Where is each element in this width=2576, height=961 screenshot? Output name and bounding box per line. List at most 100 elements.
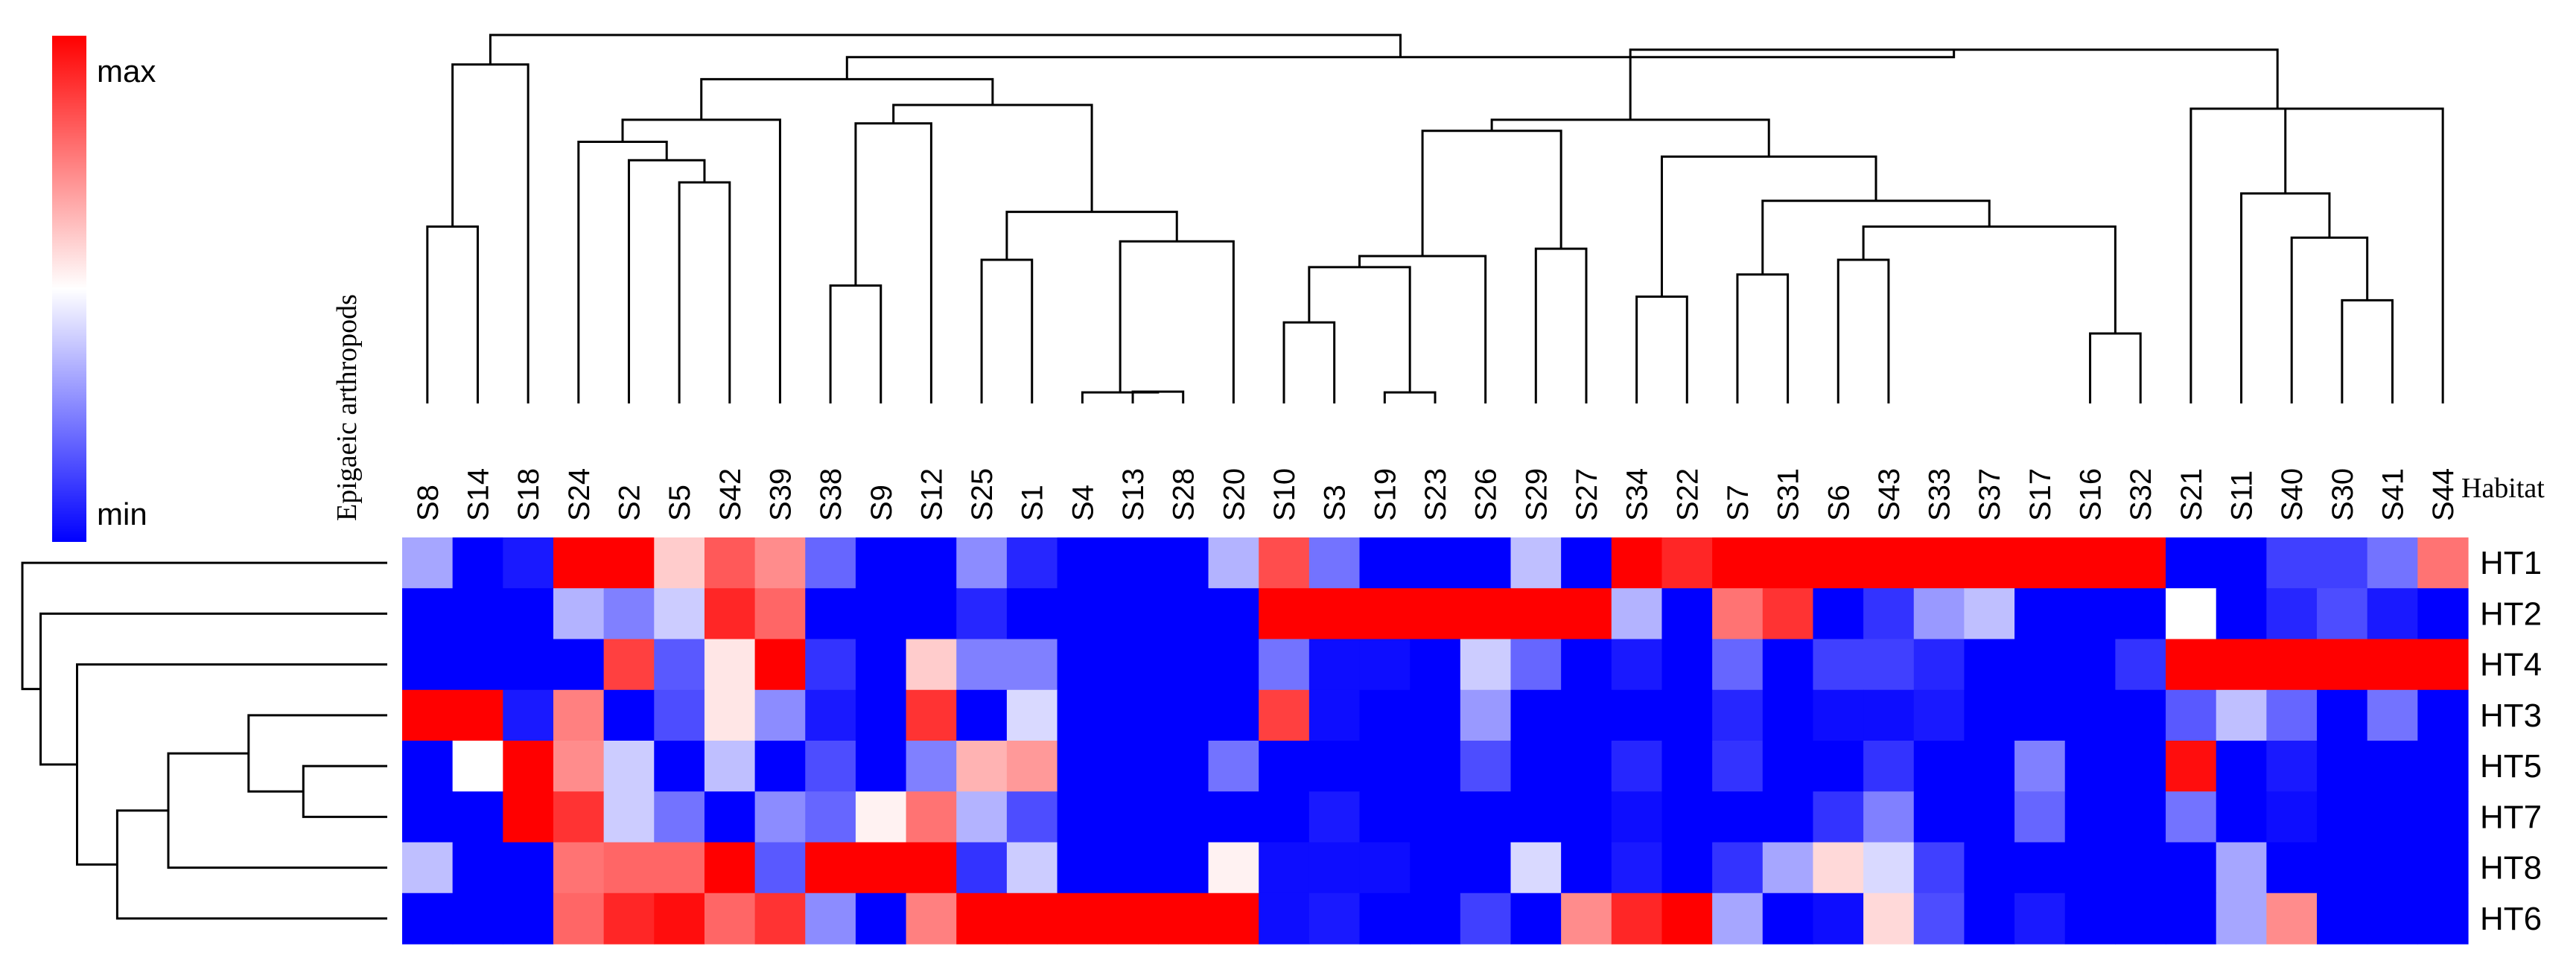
column-label: S37: [1974, 468, 2006, 521]
column-label: S11: [2226, 470, 2259, 521]
heatmap-cell: [1611, 588, 1663, 640]
column-label: S24: [563, 468, 596, 521]
heatmap-cell: [2317, 791, 2368, 843]
row-label: HT5: [2480, 748, 2542, 785]
heatmap-cell: [704, 537, 756, 589]
heatmap-cell: [1157, 741, 1209, 792]
dendrogram-branch: [1282, 321, 1336, 403]
heatmap-cell: [1611, 741, 1663, 792]
heatmap-cell: [1259, 639, 1310, 691]
heatmap-cell: [2417, 791, 2469, 843]
heatmap-cell: [754, 639, 806, 691]
heatmap-cell: [2367, 791, 2418, 843]
heatmap-cell: [1460, 842, 1512, 894]
dendrogram-branch: [1635, 295, 1688, 403]
heatmap-cell: [956, 689, 1008, 741]
heatmap-cell: [1863, 842, 1915, 894]
heatmap-cell: [1712, 842, 1764, 894]
heatmap-cell: [2014, 639, 2066, 691]
dendrogram-branch: [2341, 298, 2394, 403]
heatmap-cell: [654, 741, 705, 792]
dendrogram-branch: [167, 752, 387, 869]
row-labels: HT1 HT2 HT4 HT3 HT5 HT7 HT8 HT6: [2480, 545, 2542, 937]
heatmap-cell: [1510, 741, 1562, 792]
column-label: S12: [915, 468, 948, 521]
legend-max-label: max: [97, 54, 156, 89]
heatmap-cell: [704, 741, 756, 792]
heatmap-cell: [754, 893, 806, 945]
heatmap-cell: [1561, 893, 1612, 945]
heatmap-cell: [805, 791, 856, 843]
dendrogram-branch: [76, 663, 387, 866]
heatmap-cell: [1157, 842, 1209, 894]
row-label: HT4: [2480, 647, 2542, 683]
heatmap-cell: [2417, 842, 2469, 894]
column-label: S25: [966, 468, 999, 521]
heatmap-cell: [1057, 842, 1108, 894]
heatmap-cell: [1308, 893, 1361, 945]
heatmap-cell: [704, 842, 756, 894]
heatmap-cell: [2317, 842, 2368, 894]
heatmap-cell: [704, 689, 756, 741]
heatmap-cell: [1913, 588, 1965, 640]
heatmap-cell: [855, 842, 907, 894]
heatmap-cell: [1308, 842, 1361, 894]
dendrogram-branch: [1119, 240, 1235, 403]
column-label: S38: [815, 468, 847, 521]
heatmap-cell: [1863, 791, 1915, 843]
heatmap-cell: [1561, 537, 1612, 589]
heatmap-cell: [2317, 741, 2368, 792]
heatmap-cell: [1561, 741, 1612, 792]
legend-min-label: min: [97, 497, 147, 531]
heatmap-cell: [603, 893, 655, 945]
heatmap-cell: [906, 537, 957, 589]
heatmap-cell: [2216, 588, 2267, 640]
heatmap-cell: [1510, 639, 1562, 691]
heatmap-cell: [2367, 588, 2418, 640]
column-label: S6: [1822, 485, 1855, 521]
heatmap-cell: [1006, 893, 1058, 945]
column-label: S1: [1017, 485, 1049, 521]
heatmap-cell: [1006, 689, 1058, 741]
column-label: S29: [1520, 468, 1553, 521]
heatmap-cell: [1410, 741, 1461, 792]
column-label: S19: [1369, 468, 1402, 521]
heatmap-cell: [1460, 639, 1512, 691]
dendrogram-branch: [678, 181, 731, 403]
heatmap-cell: [906, 842, 957, 894]
heatmap-cell: [704, 791, 756, 843]
heatmap-cell: [2014, 741, 2066, 792]
column-label: S41: [2377, 468, 2410, 521]
heatmap-cell: [2266, 842, 2318, 894]
heatmap-cell: [805, 588, 856, 640]
heatmap-cell: [1913, 741, 1965, 792]
heatmap-cell: [956, 842, 1008, 894]
dendrogram-branch: [1629, 48, 2279, 120]
heatmap-cell: [1611, 689, 1663, 741]
heatmap-cell: [1913, 537, 1965, 589]
column-label: S27: [1571, 468, 1603, 521]
heatmap-cell: [1712, 537, 1764, 589]
heatmap-cell: [1057, 639, 1108, 691]
heatmap-cell: [704, 893, 756, 945]
heatmap-cell: [1410, 893, 1461, 945]
heatmap-cell: [704, 639, 756, 691]
heatmap-cell: [1208, 893, 1259, 945]
heatmap-cell: [2014, 689, 2066, 741]
heatmap-cell: [2317, 689, 2368, 741]
dendrogram-branch: [39, 612, 387, 766]
heatmap-cell: [2417, 639, 2469, 691]
heatmap-cell: [2367, 537, 2418, 589]
dendrogram-branch: [577, 141, 668, 403]
heatmap-cell: [1762, 639, 1814, 691]
heatmap-cell: [906, 741, 957, 792]
heatmap-cell: [1359, 537, 1411, 589]
heatmap-cell: [2115, 842, 2166, 894]
heatmap-cell: [1157, 588, 1209, 640]
heatmap-cell: [1107, 537, 1159, 589]
heatmap-cell: [2317, 537, 2368, 589]
dendrogram-branch: [1005, 211, 1178, 260]
column-label: S23: [1419, 468, 1452, 521]
heatmap-cell: [1359, 741, 1411, 792]
heatmap-cell: [1057, 588, 1108, 640]
